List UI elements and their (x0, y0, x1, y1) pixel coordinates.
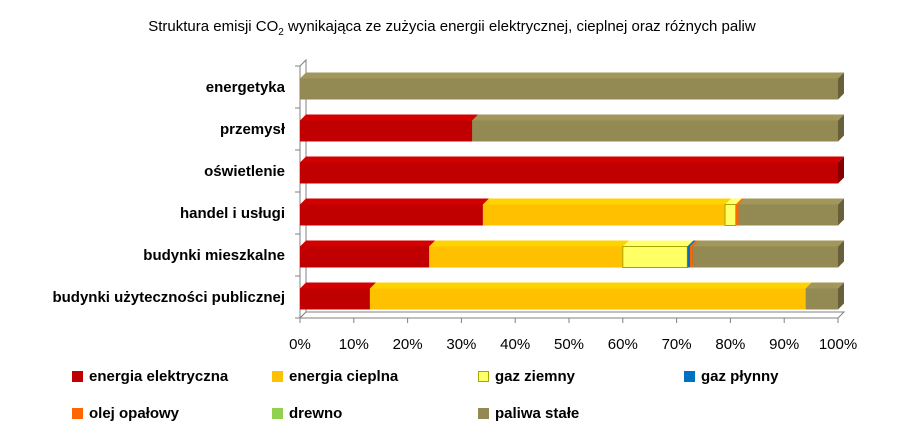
bar-segment-face (472, 120, 838, 142)
x-tick-label: 70% (662, 336, 692, 353)
bar-segment-side (838, 240, 844, 268)
bar-segment-face (429, 246, 623, 268)
bar-segment-face (735, 204, 739, 226)
category-label: energetyka (206, 79, 286, 96)
bar-segment-top (429, 240, 629, 247)
bar-segment-face (724, 204, 737, 226)
bar-segment-side (838, 198, 844, 226)
x-tick-label: 60% (608, 336, 638, 353)
bar-segment (369, 282, 812, 310)
bar-segment-top (687, 240, 697, 247)
bar-segment-top (300, 156, 844, 163)
category-label: budynki mieszkalne (143, 247, 285, 264)
bar-segment (300, 114, 479, 142)
bar-segment-side (838, 156, 844, 184)
bar-segment (622, 240, 694, 268)
bar-segment-side (838, 282, 844, 310)
bar-segment-top (300, 72, 844, 79)
bar-segment-top (692, 240, 844, 247)
bar-segment-side (838, 114, 844, 142)
chart-title-prefix: Struktura emisji CO (148, 18, 279, 35)
bar-segment-side (838, 72, 844, 100)
chart-title: Struktura emisji CO2 wynikająca ze zużyc… (0, 18, 904, 38)
x-tick-label: 30% (446, 336, 476, 353)
bar-segment-face (300, 78, 838, 100)
category-label: oświetlenie (204, 163, 285, 180)
category-label: budynki użyteczności publicznej (52, 289, 285, 306)
bar-segment-face (690, 246, 693, 268)
bar-segment-face (738, 204, 838, 226)
x-tick-label: 100% (819, 336, 857, 353)
bar-segment-top (300, 240, 436, 247)
bar-segment (300, 282, 376, 310)
bar-segment-top (472, 114, 844, 121)
bar-segment (482, 198, 732, 226)
bar-segment (429, 240, 629, 268)
bar-segment-top (738, 198, 844, 205)
bar-segment-face (482, 204, 726, 226)
bar-segment-top (805, 282, 844, 289)
bar-segment-face (300, 120, 473, 142)
x-tick-label: 50% (554, 336, 584, 353)
chart-title-subscript: 2 (278, 27, 284, 38)
bar-segment-face (692, 246, 838, 268)
bar-segment-top (369, 282, 812, 289)
x-tick-label: 90% (769, 336, 799, 353)
bar-segment-face (369, 288, 806, 310)
bar-segment-top (725, 198, 742, 205)
bar-segment-top (300, 282, 376, 289)
bar-segment (472, 114, 844, 142)
bar-segment (300, 240, 436, 268)
bar-segment-face (300, 288, 370, 310)
bar-segment-top (622, 240, 694, 247)
bar-segment-top (735, 198, 745, 205)
bar-segment-top (690, 240, 699, 247)
plot-floor (298, 311, 846, 319)
category-label: przemysł (220, 121, 286, 138)
bar-segment (300, 72, 844, 100)
bar-segment-face (622, 246, 688, 268)
bar-segment-face (687, 246, 691, 268)
bar-segment (300, 156, 844, 184)
bar-segment (692, 240, 844, 268)
x-tick-label: 80% (715, 336, 745, 353)
bar-segment-face (300, 246, 430, 268)
x-tick-label: 20% (393, 336, 423, 353)
bar-segment (738, 198, 844, 226)
bar-segment-face (300, 204, 483, 226)
bar-segment-face (805, 288, 838, 310)
bar-segment-top (300, 198, 489, 205)
category-label: handel i usługi (180, 205, 285, 222)
x-tick-label: 40% (500, 336, 530, 353)
bar-segment-face (300, 162, 838, 184)
bar-segment-top (300, 114, 479, 121)
bar-segment (805, 282, 844, 310)
bar-segment (300, 198, 489, 226)
x-tick-label: 0% (289, 336, 311, 353)
chart-title-suffix: wynikająca ze zużycia energii elektryczn… (283, 18, 756, 35)
x-tick-label: 10% (339, 336, 369, 353)
bar-segment-top (482, 198, 732, 205)
